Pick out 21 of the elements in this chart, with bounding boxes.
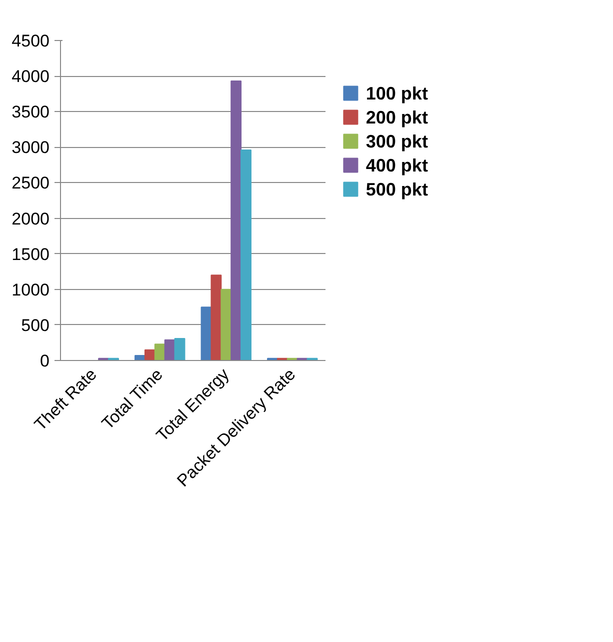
y-tick-label: 4500	[12, 32, 50, 50]
bar	[240, 150, 252, 360]
y-tick-label: 500	[21, 316, 50, 335]
y-tick-label: 1000	[12, 280, 50, 300]
legend-label: 400 pkt	[366, 155, 428, 176]
legend-label: 300 pkt	[366, 131, 428, 152]
bar	[174, 338, 186, 360]
bar	[220, 288, 232, 360]
bar	[210, 274, 222, 360]
bar	[154, 344, 166, 360]
legend-label: 500 pkt	[366, 179, 428, 200]
legend-label: 200 pkt	[366, 107, 428, 128]
bar	[230, 80, 242, 360]
legend-label: 100 pkt	[366, 83, 428, 104]
y-tick-label: 2500	[12, 174, 50, 193]
y-tick-label: 3000	[12, 138, 50, 158]
y-tick-label: 3500	[12, 102, 50, 122]
y-tick-label: 0	[40, 352, 50, 370]
y-tick-label: 4000	[12, 67, 50, 86]
y-tick-label: 2000	[12, 209, 50, 228]
y-tick-label: 1500	[12, 244, 50, 264]
